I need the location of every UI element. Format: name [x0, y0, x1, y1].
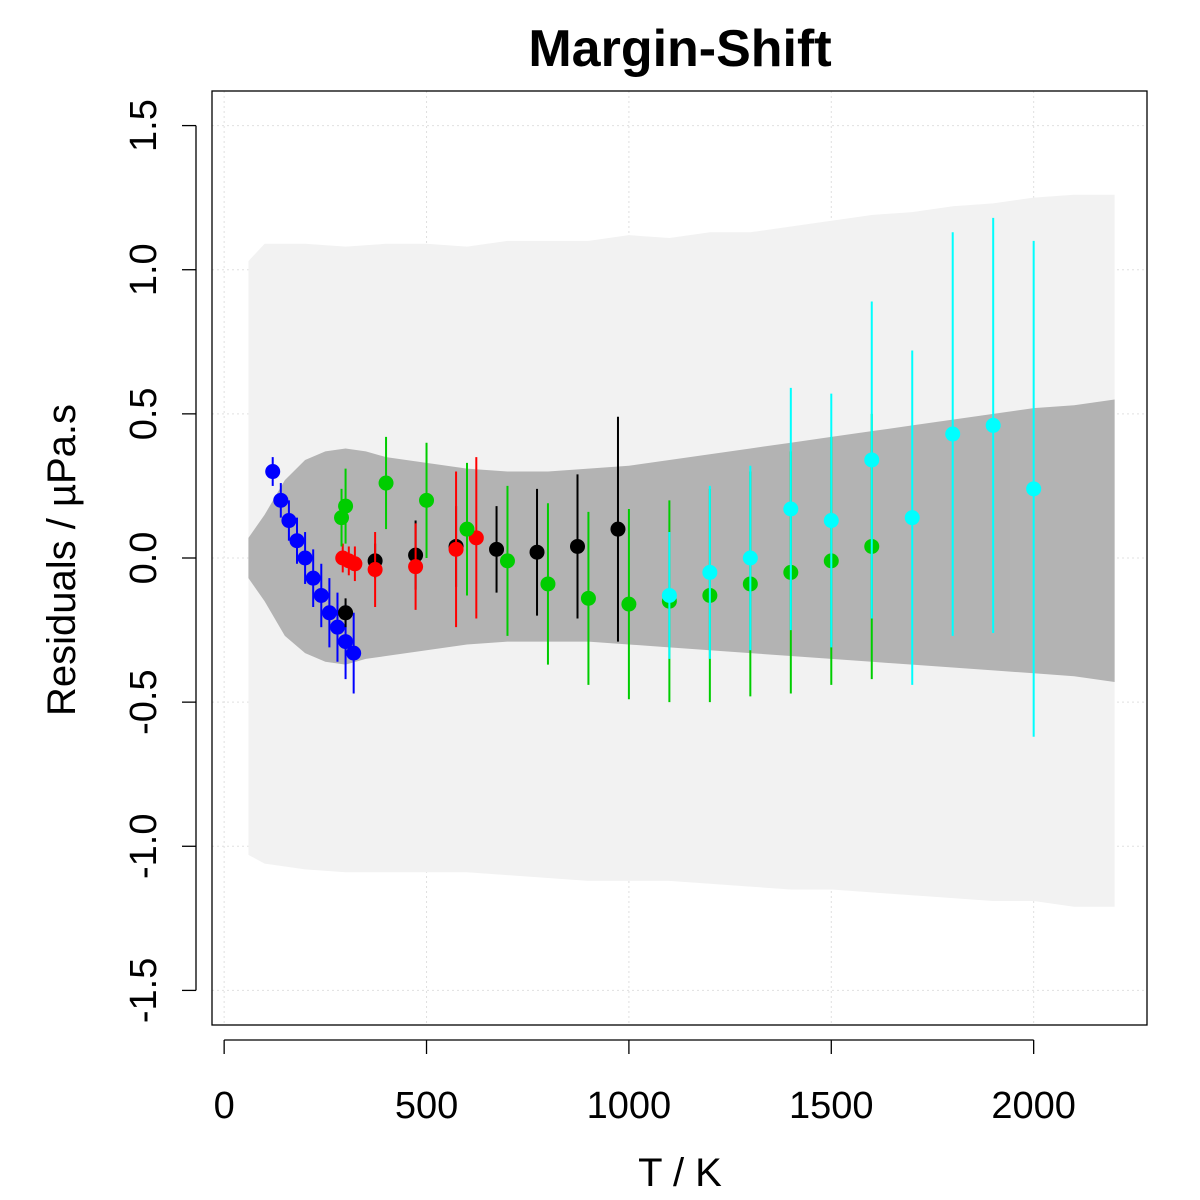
y-tick-label: 0.0: [123, 532, 165, 585]
series-cyan-point: [904, 510, 920, 526]
x-tick-label: 500: [395, 1085, 458, 1127]
series-black-point: [610, 521, 626, 537]
series-green-point: [580, 590, 596, 606]
series-green-point: [334, 510, 350, 526]
series-green-point: [419, 492, 435, 508]
series-black-point: [338, 605, 354, 621]
series-red-point: [367, 562, 383, 578]
y-tick-label: -1.5: [123, 958, 165, 1023]
series-blue-point: [329, 619, 345, 635]
x-tick-label: 0: [214, 1085, 235, 1127]
series-blue-point: [265, 464, 281, 480]
chart-title: Margin-Shift: [528, 20, 831, 78]
series-blue-point: [321, 605, 337, 621]
series-blue-point: [338, 634, 354, 650]
series-cyan-point: [864, 452, 880, 468]
series-black-point: [489, 541, 505, 557]
y-tick-label: -0.5: [123, 669, 165, 734]
series-blue-point: [313, 587, 329, 603]
series-blue-point: [281, 513, 297, 529]
series-black-point: [570, 538, 585, 554]
series-blue-point: [297, 550, 313, 566]
series-cyan-point: [702, 564, 718, 580]
series-blue-point: [289, 533, 305, 549]
y-tick-label: 0.5: [123, 387, 165, 440]
series-green-point: [540, 576, 556, 592]
series-cyan: [661, 217, 1042, 737]
series-cyan-point: [661, 587, 677, 603]
series-red-point: [448, 541, 464, 557]
y-tick-label: -1.0: [123, 814, 165, 879]
y-tick-label: 1.0: [123, 243, 165, 296]
y-axis-label: Residuals / µPa.s: [40, 404, 84, 716]
x-tick-label: 1000: [587, 1085, 672, 1127]
plot-area: [212, 91, 1147, 1025]
series-red-point: [408, 559, 424, 575]
series-cyan-point: [985, 417, 1001, 433]
series-cyan-point: [1026, 481, 1042, 497]
series-blue-point: [273, 492, 289, 508]
axes: 0 500 1000 1500 2000 -1.5 -1.0 -0.5 0.0 0.5 1.0 1.5: [123, 90, 1148, 1127]
x-tick-label: 1500: [789, 1085, 874, 1127]
series-cyan-point: [742, 550, 758, 566]
series-green-point: [459, 521, 475, 537]
series-cyan-point: [823, 513, 839, 529]
series-green-point: [338, 498, 354, 514]
series-blue-point: [305, 570, 321, 586]
x-tick-label: 2000: [991, 1085, 1076, 1127]
series-green-point: [499, 553, 515, 569]
series-blue-point: [346, 645, 362, 661]
x-axis-label: T / K: [638, 1151, 722, 1195]
series-red: [335, 457, 484, 628]
series-green-point: [621, 596, 637, 612]
series-black-point: [529, 544, 545, 560]
series-red-point: [347, 556, 363, 572]
plot-frame: [211, 90, 1148, 1026]
series-green-point: [378, 475, 394, 491]
y-tick-label: 1.5: [123, 99, 165, 152]
series-cyan-point: [945, 426, 961, 442]
inner-confidence-band: [248, 399, 1115, 682]
series-cyan-point: [783, 501, 799, 517]
